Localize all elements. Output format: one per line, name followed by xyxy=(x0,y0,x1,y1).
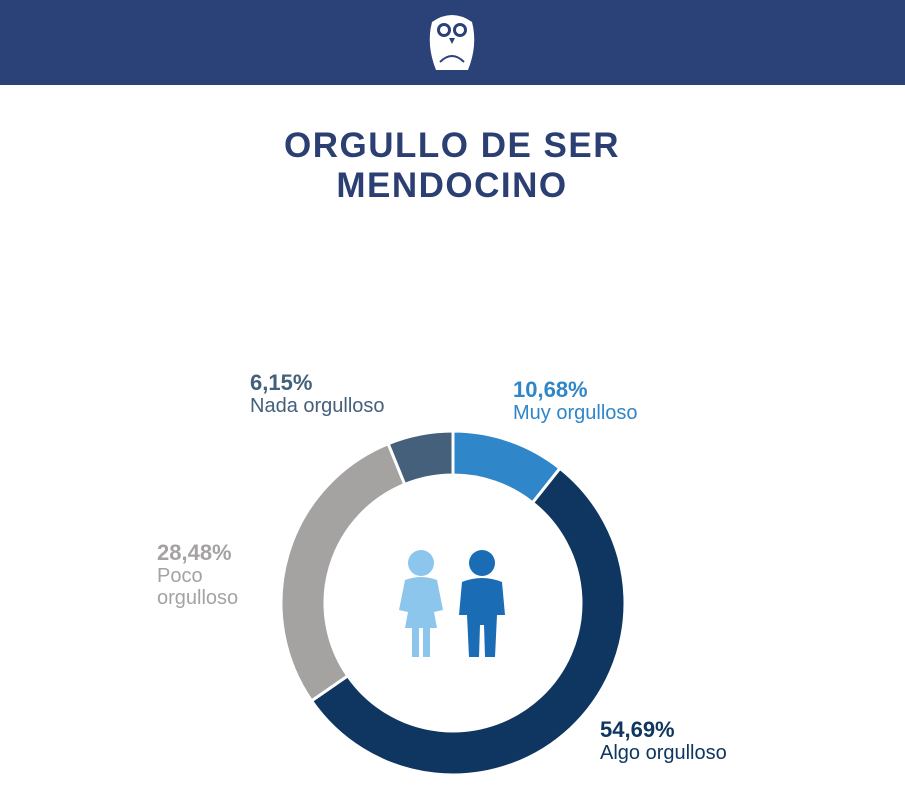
header-bar xyxy=(0,0,905,85)
donut-segment xyxy=(309,466,627,777)
segment-label: 28,48% Poco orgulloso xyxy=(157,540,267,610)
donut-segment xyxy=(279,441,407,703)
chart-title: ORGULLO DE SER MENDOCINO xyxy=(283,126,621,205)
category-label: Muy orgulloso xyxy=(513,402,638,424)
segment-label: 10,68% Muy orgulloso xyxy=(513,377,713,425)
donut-segment xyxy=(386,429,455,487)
segment-label: 54,69% Algo orgulloso xyxy=(600,717,820,765)
category-label: Nada orgulloso xyxy=(250,395,385,417)
category-label: Poco orgulloso xyxy=(157,565,239,609)
people-icon xyxy=(399,550,505,657)
value-label: 6,15% xyxy=(250,370,313,395)
value-label: 10,68% xyxy=(513,377,588,402)
segment-label: 6,15% Nada orgulloso xyxy=(250,370,450,418)
category-label: Algo orgulloso xyxy=(600,742,727,764)
value-label: 54,69% xyxy=(600,717,675,742)
value-label: 28,48% xyxy=(157,540,232,565)
owl-logo xyxy=(429,15,475,70)
